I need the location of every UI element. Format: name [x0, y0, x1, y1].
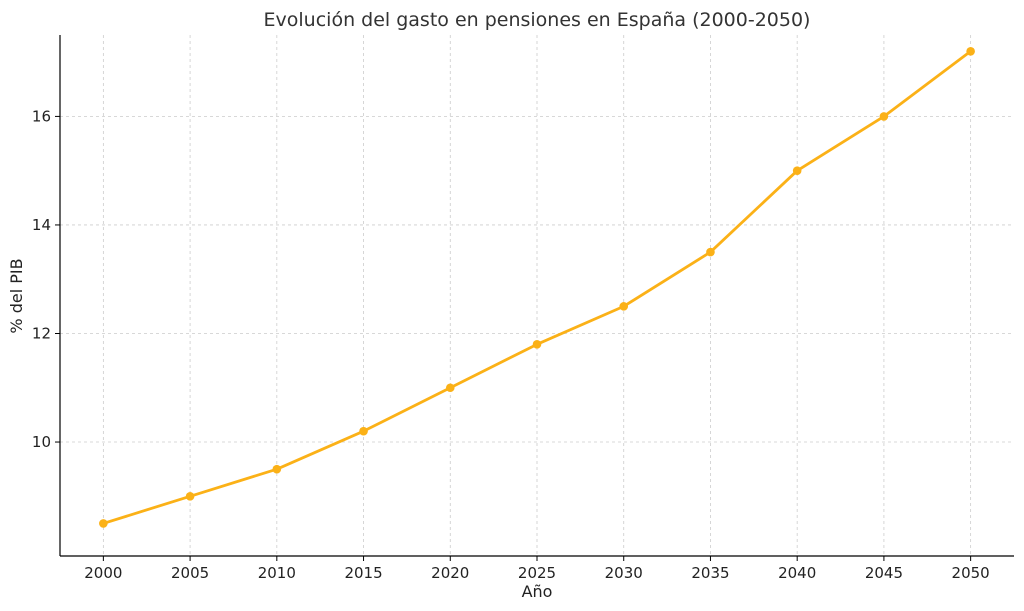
y-tick-label: 14	[32, 216, 51, 234]
x-tick-label: 2015	[344, 564, 382, 582]
data-point	[879, 112, 889, 121]
x-tick-label: 2010	[258, 564, 296, 582]
x-tick-label: 2035	[691, 564, 729, 582]
series	[99, 46, 975, 528]
data-point	[185, 492, 195, 501]
data-point	[706, 247, 715, 257]
x-tick-label: 2005	[171, 564, 209, 582]
x-tick-label: 2000	[84, 564, 122, 582]
data-point	[359, 426, 368, 436]
data-point	[272, 464, 282, 474]
x-tick-label: 2030	[605, 564, 643, 582]
y-tick-label: 12	[32, 324, 51, 342]
data-point	[966, 46, 975, 56]
data-point	[532, 340, 542, 349]
data-point	[792, 166, 802, 175]
x-tick-label: 2040	[778, 564, 816, 582]
ticks: 2000 2005 2010 2015 2020 2025 2030 2035 2040 2045…	[32, 107, 990, 582]
x-tick-label: 2050	[952, 564, 990, 582]
chart-title: Evolución del gasto en pensiones en Espa…	[264, 9, 811, 31]
y-axis-title: % del PIB	[7, 258, 26, 333]
data-point	[99, 519, 108, 528]
grid	[60, 35, 1014, 556]
x-axis-title: Año	[522, 582, 553, 601]
x-tick-label: 2020	[431, 564, 469, 582]
data-point	[445, 383, 455, 393]
x-tick-label: 2025	[518, 564, 556, 582]
data-point	[619, 302, 629, 311]
x-tick-label: 2045	[865, 564, 903, 582]
y-tick-label: 16	[32, 107, 51, 125]
y-tick-label: 10	[32, 433, 51, 451]
